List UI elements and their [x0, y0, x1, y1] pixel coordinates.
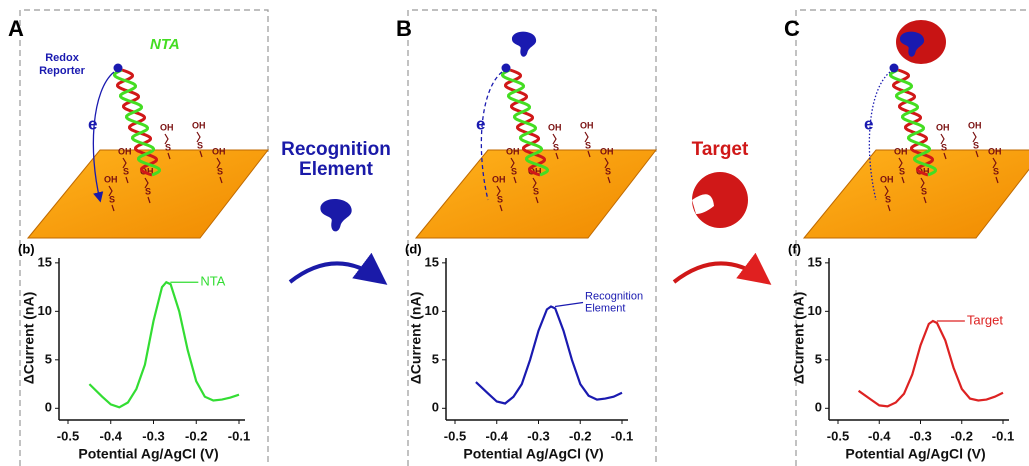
y-tick-label: 0: [815, 400, 822, 415]
annotation: Recognition: [585, 290, 643, 302]
s-label: S: [941, 142, 947, 152]
s-label: S: [973, 140, 979, 150]
step-icon: [320, 199, 351, 231]
s-label: S: [497, 194, 503, 204]
current-trace: [89, 282, 239, 407]
recognition-element: [512, 32, 536, 57]
x-tick-label: -0.3: [142, 428, 164, 443]
s-label: S: [145, 186, 151, 196]
x-tick-label: -0.5: [444, 428, 466, 443]
oh-label: OH: [580, 120, 594, 130]
chart-panel-label: (f): [788, 241, 801, 256]
y-tick-label: 5: [815, 351, 822, 366]
electron-label: e: [864, 114, 873, 133]
x-tick-label: -0.4: [868, 428, 891, 443]
y-axis-label: ΔCurrent (nA): [408, 292, 424, 385]
step-arrow: [290, 263, 381, 282]
oh-label: OH: [988, 146, 1002, 156]
panel-label: A: [8, 16, 24, 41]
figure: A OH OH OH OH OH OH S S S S S Se RedoxReporter NTA B OH O…: [0, 0, 1029, 466]
s-label: S: [605, 166, 611, 176]
x-tick-label: -0.1: [992, 428, 1014, 443]
redox-reporter: [890, 64, 899, 73]
s-label: S: [123, 166, 129, 176]
s-label: S: [217, 166, 223, 176]
strand-label: NTA: [150, 36, 180, 53]
oh-label: OH: [894, 146, 908, 156]
y-axis-label: ΔCurrent (nA): [21, 292, 37, 385]
step-label: Target: [692, 139, 749, 160]
s-label: S: [533, 186, 539, 196]
current-trace: [476, 307, 622, 404]
s-label: S: [109, 194, 115, 204]
x-tick-label: -0.1: [228, 428, 250, 443]
redox-reporter: [114, 64, 123, 73]
x-tick-label: -0.3: [527, 428, 549, 443]
step-label: Element: [299, 159, 374, 180]
x-axis-label: Potential Ag/AgCl (V): [845, 446, 985, 462]
redox-reporter-label: Reporter: [39, 65, 86, 77]
x-tick-label: -0.2: [185, 428, 207, 443]
step-label: Recognition: [281, 139, 391, 160]
s-label: S: [993, 166, 999, 176]
y-axis-label: ΔCurrent (nA): [791, 292, 807, 385]
panel-label: B: [396, 16, 412, 41]
y-tick-label: 0: [45, 400, 52, 415]
x-tick-label: -0.2: [569, 428, 591, 443]
s-label: S: [899, 166, 905, 176]
annotation: Target: [967, 312, 1004, 327]
x-tick-label: -0.2: [951, 428, 973, 443]
electron-label: e: [476, 114, 485, 133]
annotation: Element: [585, 302, 625, 314]
oh-label: OH: [212, 146, 226, 156]
s-label: S: [165, 142, 171, 152]
oh-label: OH: [968, 120, 982, 130]
oh-label: OH: [506, 146, 520, 156]
x-tick-label: -0.4: [100, 428, 123, 443]
y-tick-label: 15: [425, 254, 439, 269]
oh-label: OH: [160, 122, 174, 132]
redox-reporter-label: Redox: [45, 52, 80, 64]
oh-label: OH: [192, 120, 206, 130]
y-tick-label: 5: [432, 351, 439, 366]
s-label: S: [197, 140, 203, 150]
chart-panel-label: (d): [405, 241, 422, 256]
oh-label: OH: [118, 146, 132, 156]
redox-reporter: [502, 64, 511, 73]
panel-label: C: [784, 16, 800, 41]
oh-label: OH: [600, 146, 614, 156]
y-tick-label: 15: [38, 254, 52, 269]
x-tick-label: -0.5: [827, 428, 849, 443]
annotation: NTA: [200, 274, 225, 289]
oh-label: OH: [548, 122, 562, 132]
s-label: S: [553, 142, 559, 152]
s-label: S: [921, 186, 927, 196]
x-tick-label: -0.1: [611, 428, 633, 443]
s-label: S: [511, 166, 517, 176]
oh-label: OH: [104, 174, 118, 184]
electron-label: e: [88, 114, 97, 133]
y-tick-label: 10: [425, 303, 439, 318]
oh-label: OH: [880, 174, 894, 184]
x-axis-label: Potential Ag/AgCl (V): [463, 446, 603, 462]
y-tick-label: 0: [432, 400, 439, 415]
current-trace: [859, 321, 1003, 406]
x-tick-label: -0.4: [486, 428, 509, 443]
x-tick-label: -0.3: [909, 428, 931, 443]
s-label: S: [885, 194, 891, 204]
oh-label: OH: [492, 174, 506, 184]
y-tick-label: 10: [808, 303, 822, 318]
annotation-arrow: [555, 302, 583, 306]
x-tick-label: -0.5: [57, 428, 79, 443]
oh-label: OH: [936, 122, 950, 132]
x-axis-label: Potential Ag/AgCl (V): [78, 446, 218, 462]
y-tick-label: 5: [45, 351, 52, 366]
step-arrow: [674, 263, 765, 282]
y-tick-label: 10: [38, 303, 52, 318]
y-tick-label: 15: [808, 254, 822, 269]
chart-panel-label: (b): [18, 241, 35, 256]
s-label: S: [585, 140, 591, 150]
